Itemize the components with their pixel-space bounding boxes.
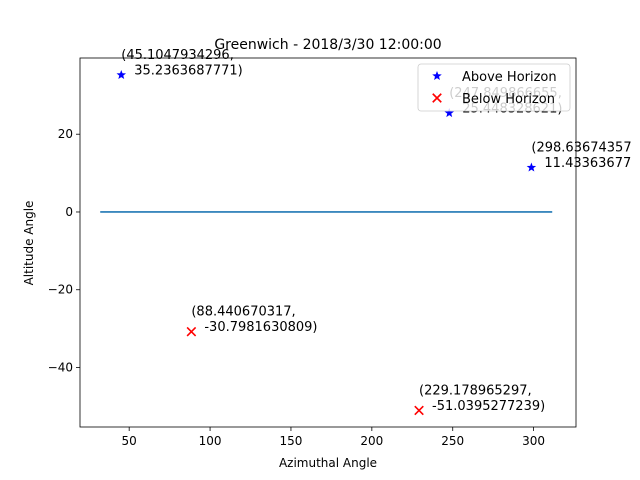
legend-entry: Below Horizon (462, 92, 555, 107)
point-label-line1: (229.178965297, (419, 383, 532, 398)
point-label-line2: -30.7981630809) (204, 320, 317, 335)
above-horizon-point (444, 108, 454, 118)
legend-entry: Above Horizon (462, 70, 557, 85)
legend-star-marker (432, 71, 442, 81)
x-tick-label: 250 (441, 434, 464, 448)
point-label-line2: 11.43363677 (544, 156, 631, 171)
below-horizon-point (186, 326, 197, 337)
x-tick-label: 100 (199, 434, 222, 448)
chart-title: Greenwich - 2018/3/30 12:00:00 (214, 37, 441, 53)
point-label-line2: -51.0395277239) (432, 399, 545, 414)
x-tick-label: 300 (522, 434, 545, 448)
point-label-line1: (45.1047934296, (121, 48, 234, 63)
point-label-line2: 35.2363687771) (134, 63, 242, 78)
legend-x-marker (432, 93, 442, 103)
y-axis-label: Altitude Angle (22, 201, 36, 286)
above-horizon-point (526, 162, 537, 172)
point-label-line1: (88.440670317, (191, 305, 295, 320)
x-tick-label: 150 (280, 434, 303, 448)
x-tick-label: 200 (360, 434, 383, 448)
y-tick-label: −20 (48, 283, 73, 297)
plot-frame (79, 57, 577, 428)
above-horizon-point (116, 69, 127, 80)
legend: Above Horizon Below Horizon (417, 63, 571, 112)
x-axis-label: Azimuthal Angle (279, 456, 377, 470)
plot-layer: 50 100 150 200 250 300 −40 −20 0 20 (45.1047934296… (48, 48, 632, 448)
x-tick-label: 50 (122, 434, 137, 448)
y-tick-label: 0 (65, 205, 73, 219)
y-tick-label: 20 (58, 127, 73, 141)
legend-box (417, 63, 571, 112)
point-label-line1: (298.63674357 (531, 141, 631, 156)
below-horizon-point (414, 405, 424, 416)
y-tick-label: −40 (48, 361, 73, 375)
